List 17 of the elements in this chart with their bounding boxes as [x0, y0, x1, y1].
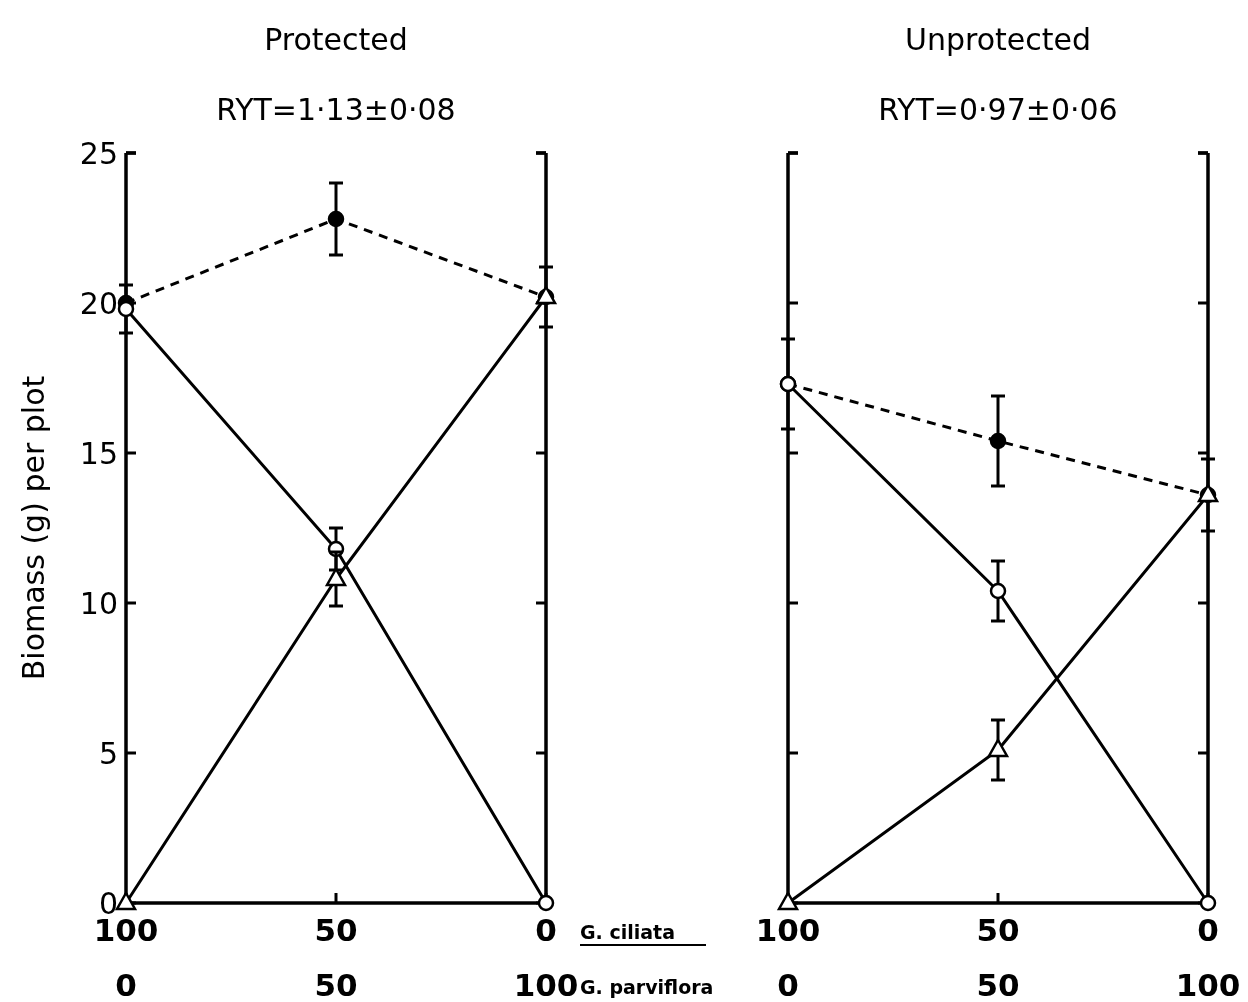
y-tick-label: 5 — [98, 735, 118, 771]
y-tick-label: 20 — [79, 285, 118, 321]
x-tick-label: 50 50 — [976, 912, 1020, 1002]
x-tick-label: 0 100 — [513, 912, 579, 1002]
chart-subtitle: RYT=0·97±0·06 — [878, 92, 1118, 127]
y-tick-label: 25 — [79, 135, 118, 171]
x-tick-label: 100 0 — [755, 912, 821, 1002]
y-tick-label: 15 — [79, 435, 118, 471]
text: G. ciliata — [580, 921, 675, 943]
x-tick-label: 50 50 — [314, 912, 358, 1002]
text: G. parviflora — [580, 976, 714, 998]
y-axis-title: Biomass (g) per plot — [16, 375, 51, 681]
y-tick-label: 10 — [79, 585, 118, 621]
chart-title: Unprotected — [904, 22, 1092, 57]
x-tick-label: 0 100 — [1175, 912, 1241, 1002]
chart-subtitle: RYT=1·13±0·08 — [216, 92, 456, 127]
chart-title: Protected — [264, 22, 408, 57]
